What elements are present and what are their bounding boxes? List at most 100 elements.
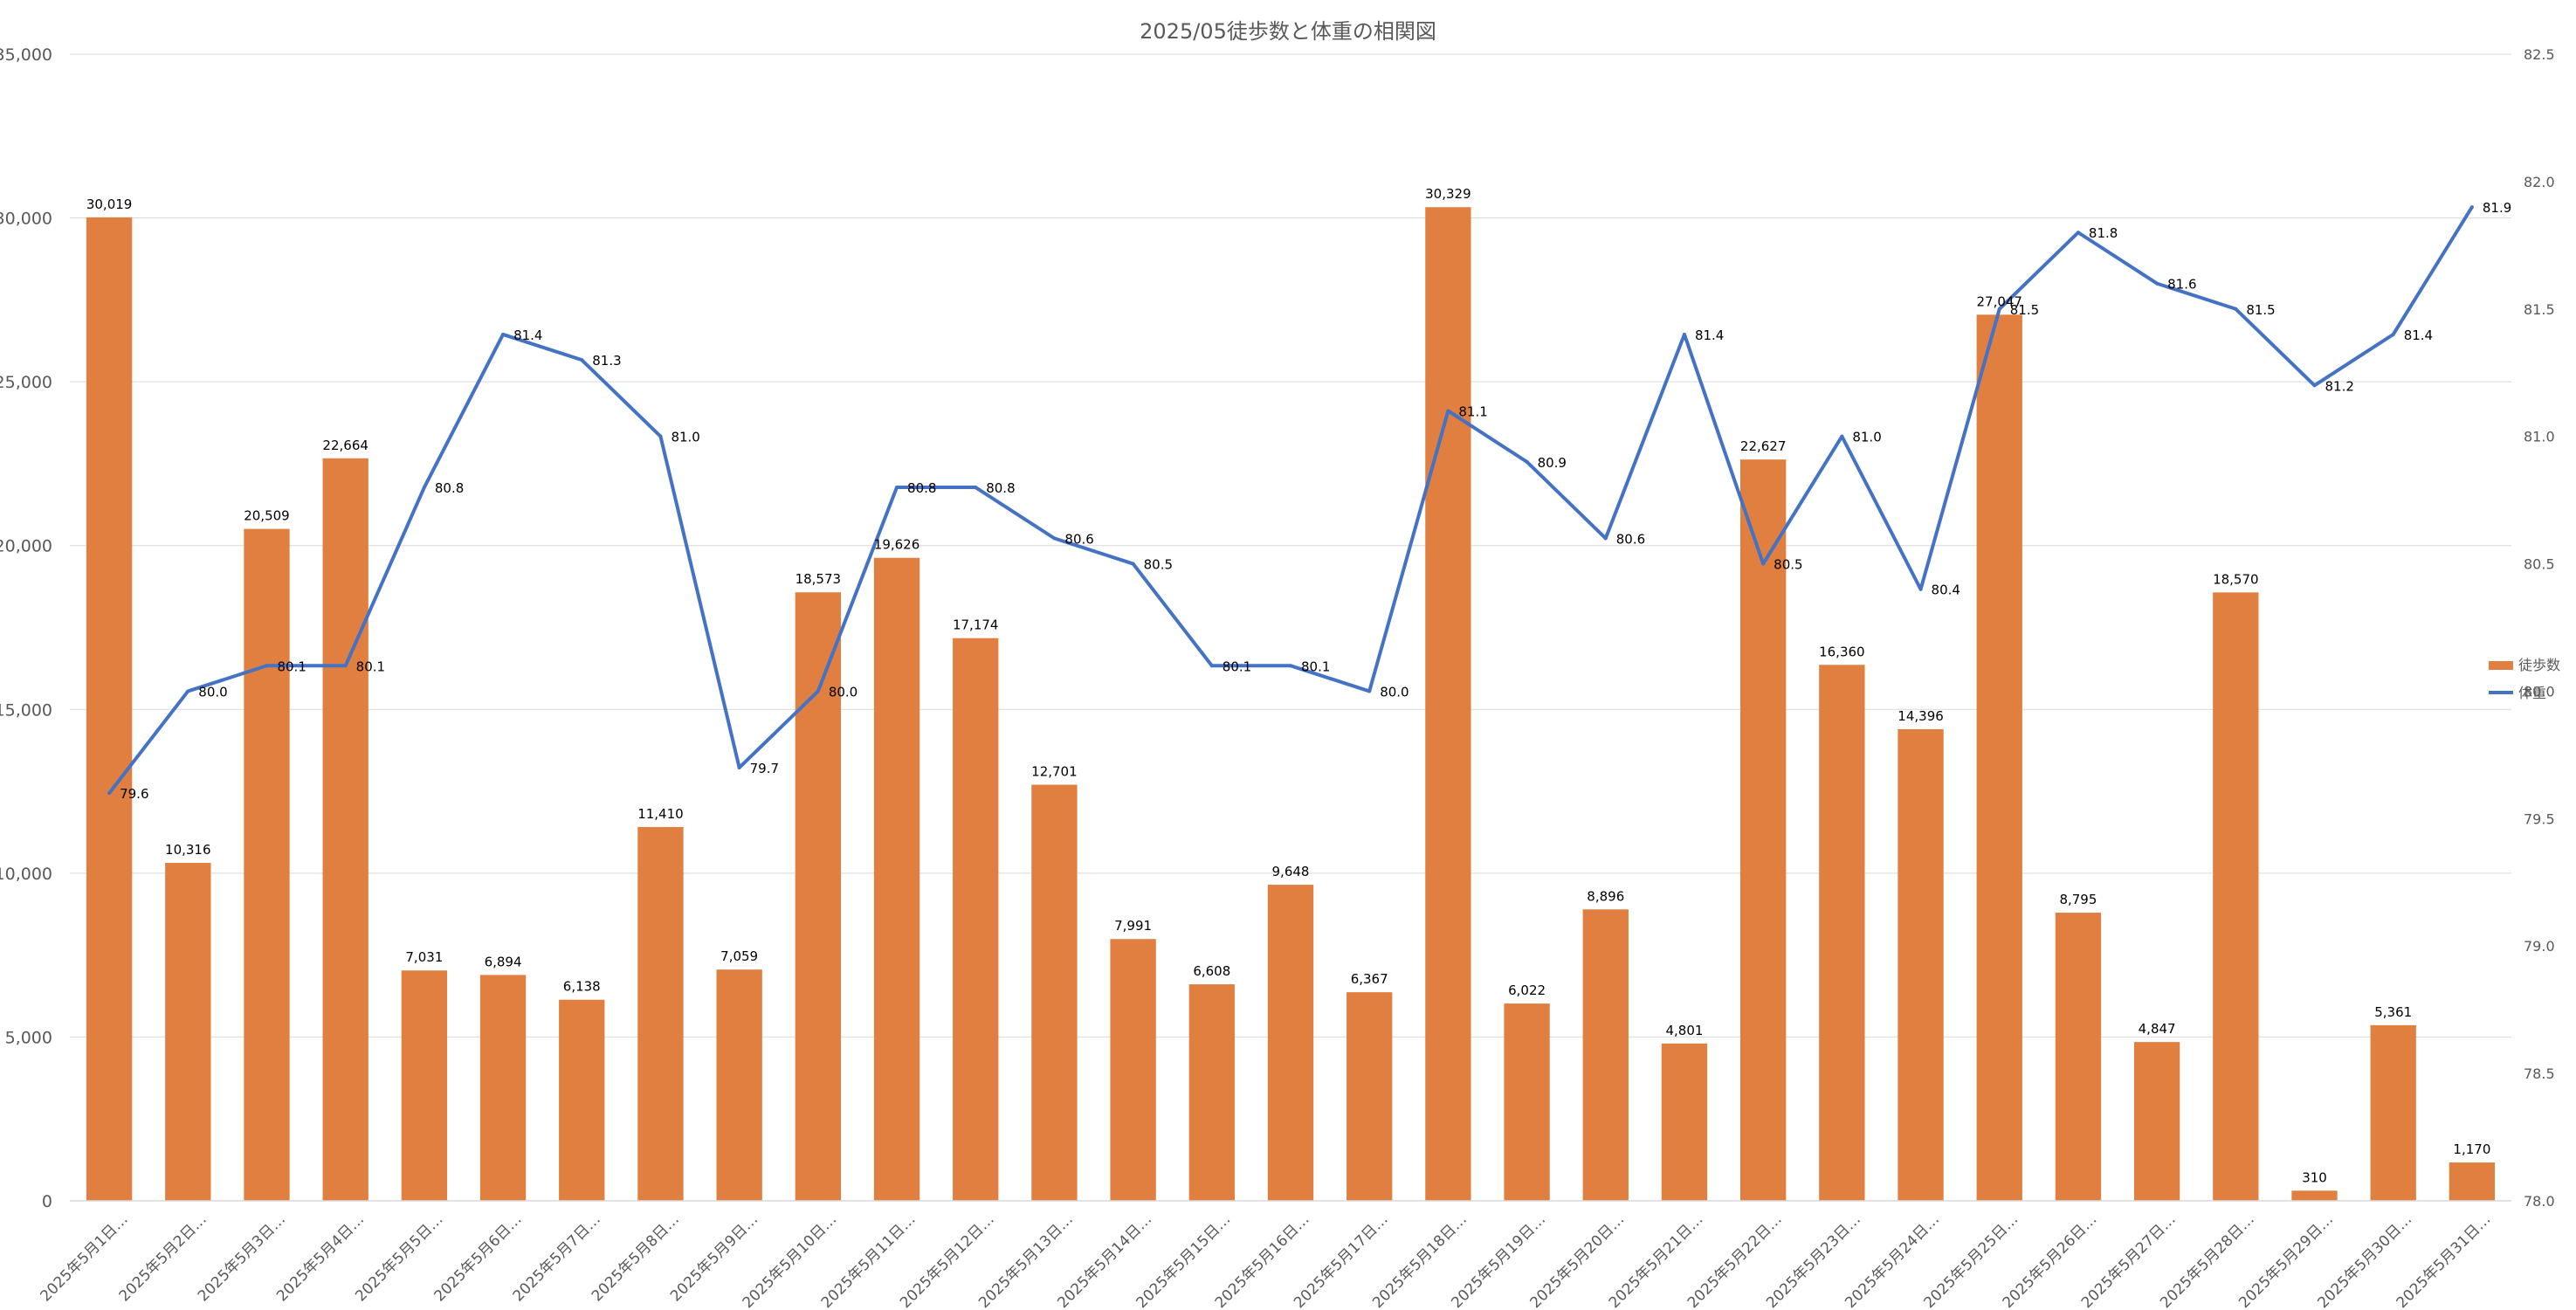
weight-point	[1840, 434, 1844, 438]
bar-steps	[401, 970, 448, 1201]
right-axis-tick-label: 79.0	[2524, 938, 2555, 955]
line-data-label: 80.1	[1301, 658, 1330, 674]
legend-label-steps: 徒歩数	[2518, 657, 2560, 673]
bar-data-label: 7,031	[405, 949, 443, 965]
bar-steps	[2291, 1190, 2338, 1201]
legend-label-weight: 体重	[2518, 685, 2546, 701]
weight-point	[580, 358, 584, 362]
bar-steps	[1347, 992, 1393, 1201]
bar-steps	[873, 557, 920, 1201]
right-axis-tick-label: 81.5	[2524, 301, 2555, 318]
right-y-axis: 78.0 78.5 79.0 79.5 80.0 80.5 81.0 81.5 82.0 82.5	[2524, 46, 2555, 1210]
bar-data-label: 19,626	[874, 537, 920, 553]
line-data-label: 80.8	[986, 480, 1015, 496]
line-data-label: 81.5	[2010, 302, 2039, 318]
left-axis-tick-label: 0	[42, 1192, 52, 1211]
weight-point	[2234, 307, 2238, 311]
bar-data-label: 1,170	[2453, 1141, 2490, 1157]
bar-data-label: 8,896	[1587, 888, 1624, 904]
weight-point	[343, 664, 348, 668]
bar-steps	[2370, 1024, 2416, 1201]
bar-data-label: 20,509	[244, 508, 290, 524]
bar-data-label: 11,410	[637, 806, 684, 822]
line-data-label: 80.1	[277, 658, 306, 674]
left-axis-tick-label: 15,000	[0, 700, 52, 720]
weight-point	[737, 765, 741, 769]
bar-data-label: 6,367	[1351, 971, 1388, 987]
weight-point	[2469, 205, 2474, 210]
line-data-label: 80.8	[907, 480, 936, 496]
line-data-label: 81.0	[1852, 430, 1881, 445]
weight-point	[1367, 689, 1372, 693]
line-data-label: 81.9	[2483, 200, 2511, 216]
weight-point	[2076, 231, 2080, 235]
bar-steps	[322, 458, 368, 1201]
chart-title: 2025/05徒歩数と体重の相関図	[1140, 19, 1436, 44]
bar-data-label: 8,795	[2059, 892, 2097, 907]
bar-steps	[559, 999, 605, 1201]
weight-point	[1131, 562, 1135, 566]
bar-data-label: 6,022	[1508, 982, 1546, 998]
bar-steps	[1661, 1043, 1708, 1201]
line-data-label: 81.4	[513, 328, 542, 343]
line-data-label: 80.4	[1932, 583, 1960, 598]
bar-steps	[1188, 984, 1235, 1201]
bar-steps	[1819, 665, 1865, 1201]
left-axis-tick-label: 10,000	[0, 865, 52, 884]
weight-point	[2155, 281, 2159, 286]
bar-steps	[2213, 592, 2259, 1201]
left-axis-tick-label: 25,000	[0, 373, 52, 392]
weight-point	[816, 689, 820, 693]
weight-point	[1682, 332, 1686, 336]
left-axis-tick-label: 5,000	[5, 1028, 52, 1047]
weight-point	[1997, 307, 2001, 311]
bar-data-label: 18,573	[796, 571, 842, 587]
right-axis-tick-label: 79.5	[2524, 810, 2555, 827]
weight-point	[2391, 332, 2395, 336]
weight-point	[1918, 587, 1923, 591]
line-data-label: 81.4	[1695, 328, 1724, 343]
weight-point	[186, 689, 190, 693]
weight-point	[107, 791, 112, 796]
bar-data-label: 4,847	[2139, 1021, 2176, 1037]
left-axis-tick-label: 30,000	[0, 210, 52, 229]
bar-data-labels: 30,019 10,316 20,509 22,664 7,031 6,894 6,138 1…	[86, 186, 2491, 1185]
bar-data-label: 12,701	[1031, 764, 1078, 780]
bar-data-label: 9,648	[1272, 864, 1310, 879]
bar-steps	[86, 217, 133, 1202]
weight-point	[974, 486, 978, 490]
bar-steps	[1504, 1003, 1550, 1201]
right-axis-tick-label: 78.0	[2524, 1193, 2555, 1210]
bar-series-steps	[86, 207, 2496, 1202]
line-series-weight	[107, 205, 2474, 796]
right-axis-tick-label: 82.5	[2524, 46, 2555, 63]
line-data-label: 79.6	[120, 786, 148, 802]
bar-data-label: 7,059	[720, 948, 758, 964]
right-axis-tick-label: 78.5	[2524, 1065, 2555, 1082]
weight-point	[1289, 664, 1292, 668]
bar-data-label: 16,360	[1819, 644, 1865, 659]
bar-steps	[165, 863, 211, 1201]
line-data-label: 79.7	[750, 761, 779, 776]
line-data-labels: 79.6 80.0 80.1 80.1 80.8 81.4 81.3 81.0 79.7 80.0…	[120, 200, 2511, 802]
bar-data-label: 310	[2302, 1169, 2327, 1185]
right-axis-tick-label: 80.0	[2524, 683, 2555, 700]
bar-steps	[1898, 728, 1944, 1201]
line-data-label: 80.5	[1144, 557, 1173, 573]
weight-point	[422, 486, 426, 490]
line-data-label: 80.1	[1223, 658, 1251, 674]
bar-data-label: 22,664	[322, 438, 368, 453]
line-data-label: 81.4	[2404, 328, 2433, 343]
bar-steps	[1976, 314, 2022, 1202]
left-axis-tick-label: 35,000	[0, 45, 52, 65]
bar-steps	[1740, 459, 1787, 1201]
line-data-label: 81.1	[1458, 403, 1487, 419]
line-data-label: 81.6	[2167, 277, 2196, 293]
line-data-label: 80.0	[1380, 684, 1409, 700]
line-data-label: 80.0	[198, 684, 227, 700]
weight-point	[2312, 383, 2317, 388]
line-data-label: 80.6	[1616, 531, 1645, 547]
weight-point	[1761, 562, 1766, 566]
